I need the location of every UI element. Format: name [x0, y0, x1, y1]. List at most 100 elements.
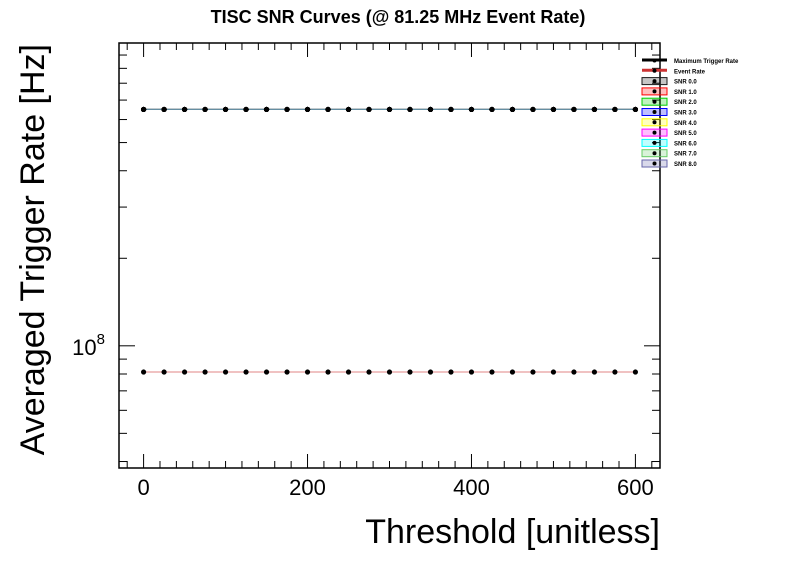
legend-label: SNR 6.0 — [674, 141, 697, 147]
legend-item: SNR 5.0 — [641, 128, 697, 137]
legend-item: SNR 6.0 — [641, 138, 697, 147]
legend-marker — [652, 89, 657, 94]
legend-label: Event Rate — [674, 69, 706, 75]
legend-item: SNR 8.0 — [641, 159, 697, 168]
data-point — [161, 369, 167, 375]
data-point — [632, 369, 639, 375]
data-point — [591, 106, 598, 113]
data-point — [284, 106, 290, 113]
data-point — [284, 369, 290, 375]
legend-label: SNR 5.0 — [674, 131, 697, 137]
data-point — [325, 369, 331, 375]
y-axis-label: Averaged Trigger Rate [Hz] — [14, 44, 52, 455]
legend-item: SNR 7.0 — [641, 149, 697, 158]
legend-item: SNR 4.0 — [641, 118, 697, 127]
legend-label: Maximum Trigger Rate — [674, 59, 739, 65]
data-point — [612, 369, 618, 375]
data-point — [202, 106, 208, 113]
data-point — [612, 106, 618, 113]
data-point — [427, 369, 434, 375]
data-point — [161, 106, 167, 113]
data-point — [304, 106, 311, 113]
data-point — [571, 369, 577, 375]
series-layer — [140, 106, 639, 375]
data-point — [448, 369, 454, 375]
legend-item: SNR 1.0 — [641, 87, 697, 96]
legend-item: Event Rate — [642, 68, 706, 75]
data-point — [550, 369, 557, 375]
data-point — [530, 106, 536, 113]
legend-item: SNR 0.0 — [641, 77, 697, 86]
y-tick-label: 108 — [72, 331, 105, 360]
data-point — [263, 369, 270, 375]
legend-item: SNR 3.0 — [641, 108, 697, 117]
plot-frame — [118, 42, 661, 469]
data-point — [386, 369, 393, 375]
data-point — [591, 369, 598, 375]
data-point — [366, 106, 372, 113]
x-tick-label: 400 — [453, 475, 490, 500]
legend-label: SNR 7.0 — [674, 152, 697, 158]
data-point — [181, 369, 188, 375]
legend-label: SNR 4.0 — [674, 121, 697, 127]
data-point — [530, 369, 536, 375]
data-point — [202, 369, 208, 375]
legend-marker — [652, 68, 657, 73]
legend-marker — [652, 140, 657, 145]
data-point — [509, 106, 516, 113]
legend-item: SNR 2.0 — [641, 97, 697, 106]
data-point — [407, 369, 413, 375]
data-point — [386, 106, 393, 113]
data-point — [140, 106, 147, 113]
x-tick-label: 200 — [289, 475, 326, 500]
legend-label: SNR 0.0 — [674, 80, 697, 86]
data-point — [468, 369, 475, 375]
data-point — [345, 106, 352, 113]
legend-item: Maximum Trigger Rate — [642, 58, 739, 65]
legend-label: SNR 2.0 — [674, 100, 697, 106]
data-point — [263, 106, 270, 113]
legend-marker — [652, 120, 657, 125]
x-tick-label: 0 — [137, 475, 149, 500]
data-point — [345, 369, 352, 375]
legend-marker — [652, 151, 657, 156]
data-point — [448, 106, 454, 113]
series-markers — [140, 369, 639, 375]
legend: Maximum Trigger Rate Event Rate SNR 0.0 SNR… — [641, 58, 739, 168]
data-point — [243, 106, 249, 113]
x-tick-label: 600 — [617, 475, 654, 500]
data-point — [489, 369, 495, 375]
data-point — [427, 106, 434, 113]
data-point — [140, 369, 147, 375]
legend-marker — [652, 99, 657, 104]
legend-label: SNR 3.0 — [674, 111, 697, 117]
legend-label: SNR 8.0 — [674, 162, 697, 168]
data-point — [407, 106, 413, 113]
data-point — [325, 106, 331, 113]
data-point — [366, 369, 372, 375]
data-point — [181, 106, 188, 113]
legend-marker — [652, 58, 657, 63]
data-point — [509, 369, 516, 375]
legend-label: SNR 1.0 — [674, 90, 697, 96]
legend-marker — [652, 161, 657, 166]
legend-marker — [652, 130, 657, 135]
data-point — [489, 106, 495, 113]
chart-title: TISC SNR Curves (@ 81.25 MHz Event Rate) — [211, 7, 586, 27]
legend-marker — [652, 79, 657, 84]
data-point — [632, 106, 639, 113]
legend-marker — [652, 110, 657, 114]
data-point — [222, 106, 229, 113]
y-axis: 108 — [72, 54, 660, 463]
data-point — [571, 106, 577, 113]
plot-area — [118, 42, 661, 469]
data-point — [468, 106, 475, 113]
data-point — [243, 369, 249, 375]
series-markers — [140, 106, 639, 113]
data-point — [550, 106, 557, 113]
data-point — [222, 369, 229, 375]
x-axis: 0 200 400 600 — [126, 43, 654, 500]
x-axis-label: Threshold [unitless] — [365, 513, 660, 551]
data-point — [304, 369, 311, 375]
